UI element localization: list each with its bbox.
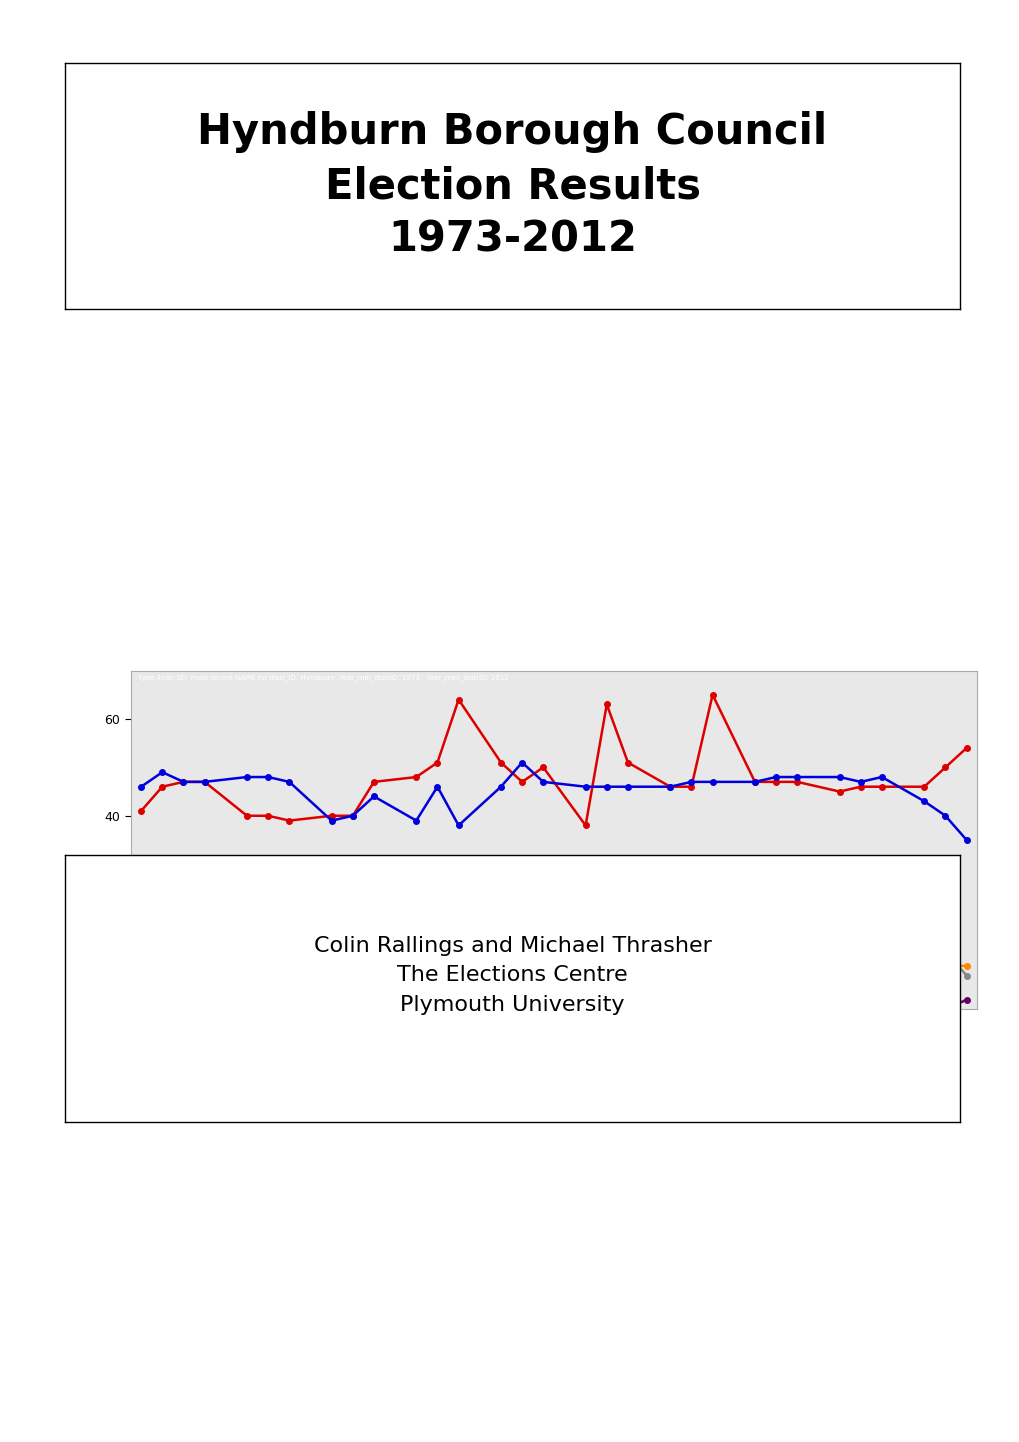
Text: Hyndburn Borough Council
Election Results
1973-2012: Hyndburn Borough Council Election Result… — [198, 111, 826, 261]
Text: type 4cat: SD, most recent NAME for distr_ID: Hyndburn, Year_min_distrID: 1973, : type 4cat: SD, most recent NAME for dist… — [139, 673, 508, 681]
Text: Colin Rallings and Michael Thrasher
The Elections Centre
Plymouth University: Colin Rallings and Michael Thrasher The … — [313, 936, 711, 1015]
